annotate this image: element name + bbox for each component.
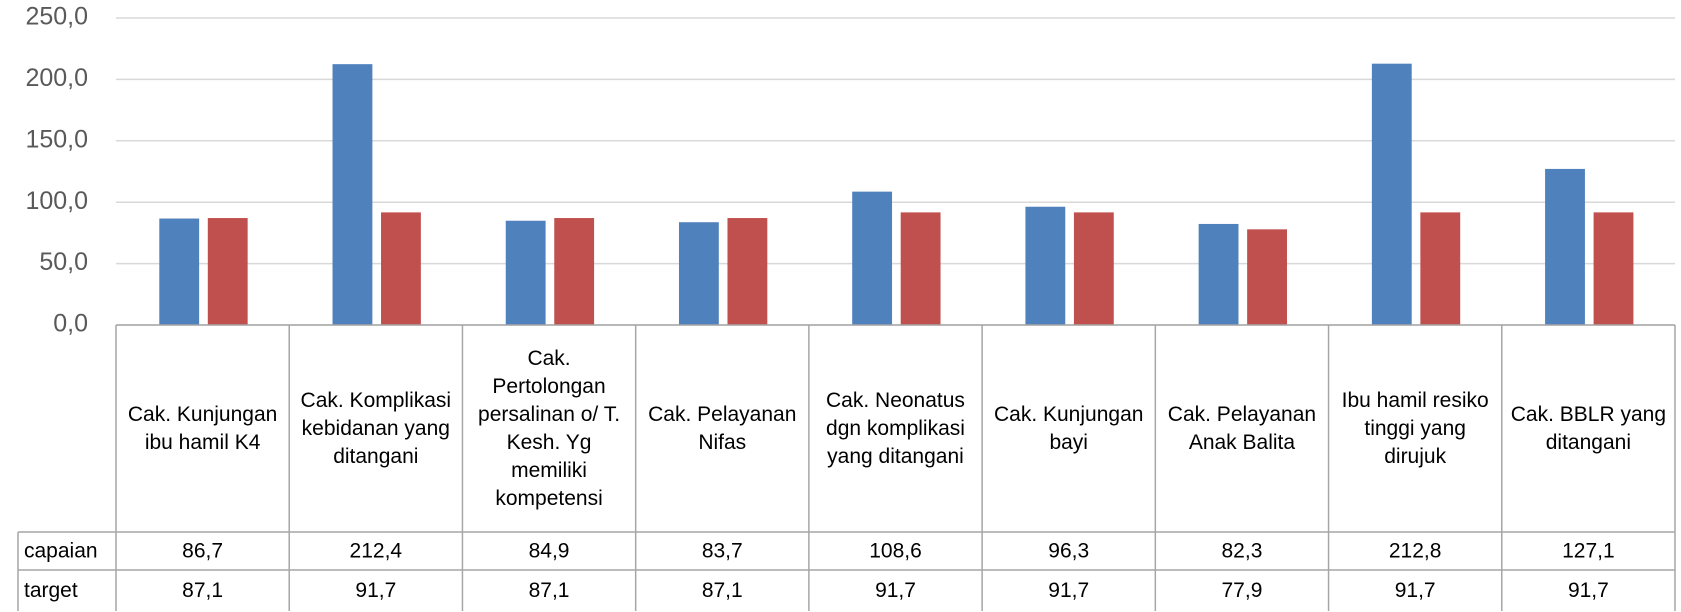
value-label: 91,7 bbox=[1395, 579, 1436, 602]
value-label: 127,1 bbox=[1562, 540, 1615, 563]
value-label: 108,6 bbox=[869, 540, 922, 563]
y-tick-label: 50,0 bbox=[39, 248, 88, 276]
x-tick-label: Cak. Komplikasi kebidanan yang ditangani bbox=[300, 388, 452, 468]
legend-label: target bbox=[24, 579, 78, 602]
bar bbox=[1073, 212, 1114, 325]
bar bbox=[1593, 212, 1634, 325]
bar bbox=[900, 212, 941, 325]
bar bbox=[852, 191, 893, 325]
y-tick-label: 250,0 bbox=[25, 3, 88, 31]
value-label: 86,7 bbox=[182, 540, 223, 563]
bar bbox=[1198, 223, 1239, 325]
y-tick-label: 200,0 bbox=[25, 64, 88, 92]
x-tick-label: Ibu hamil resiko tinggi yang dirujuk bbox=[1341, 388, 1489, 468]
bar bbox=[1247, 229, 1287, 325]
y-tick-label: 0,0 bbox=[53, 310, 88, 338]
x-tick-label: Cak. Neonatus dgn komplikasi yang ditang… bbox=[826, 388, 965, 468]
value-label: 77,9 bbox=[1222, 579, 1263, 602]
value-label: 212,8 bbox=[1389, 540, 1442, 563]
x-tick-label: Cak. Pelayanan Nifas bbox=[648, 402, 797, 454]
bar bbox=[1545, 168, 1585, 325]
bar bbox=[678, 222, 719, 325]
y-tick-label: 100,0 bbox=[25, 187, 88, 215]
legend-label: capaian bbox=[24, 540, 98, 563]
value-label: 212,4 bbox=[350, 540, 403, 563]
bar bbox=[505, 220, 546, 325]
value-label: 96,3 bbox=[1048, 540, 1089, 563]
x-tick-label: Cak. Pelayanan Anak Balita bbox=[1167, 402, 1317, 454]
bar bbox=[159, 218, 200, 325]
value-label: 91,7 bbox=[875, 579, 916, 602]
bar bbox=[1420, 212, 1461, 325]
value-label: 87,1 bbox=[702, 579, 743, 602]
bar bbox=[727, 218, 768, 325]
value-label: 82,3 bbox=[1222, 540, 1263, 563]
bar bbox=[207, 218, 248, 325]
value-label: 83,7 bbox=[702, 540, 743, 563]
value-label: 87,1 bbox=[182, 579, 223, 602]
x-tick-label: Cak. Kunjungan ibu hamil K4 bbox=[127, 402, 278, 454]
bar bbox=[554, 218, 595, 325]
value-label: 91,7 bbox=[1568, 579, 1609, 602]
x-tick-label: Cak. BBLR yang ditangani bbox=[1510, 402, 1666, 454]
value-label: 91,7 bbox=[355, 579, 396, 602]
x-tick-label: Cak. Kunjungan bayi bbox=[993, 402, 1144, 454]
bar bbox=[1025, 206, 1066, 325]
x-tick-label: Cak. Pertolongan persalinan o/ T. Kesh. … bbox=[478, 346, 621, 510]
value-label: 84,9 bbox=[529, 540, 570, 563]
bar bbox=[1371, 63, 1412, 325]
bar bbox=[381, 212, 421, 325]
value-label: 91,7 bbox=[1048, 579, 1089, 602]
bar bbox=[332, 64, 373, 326]
y-tick-label: 150,0 bbox=[25, 125, 88, 153]
value-label: 87,1 bbox=[529, 579, 570, 602]
